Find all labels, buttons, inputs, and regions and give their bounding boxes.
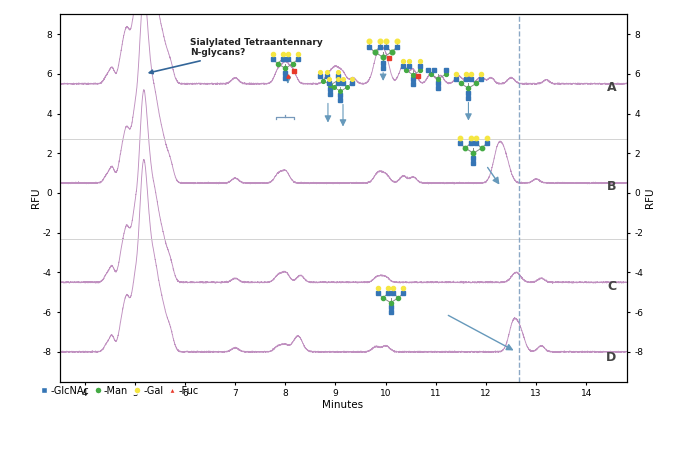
Text: D: D bbox=[606, 351, 617, 364]
Text: A: A bbox=[607, 81, 617, 94]
Text: B: B bbox=[607, 181, 617, 193]
Legend: -GlcNAc, -Man, -Gal, -Fuc: -GlcNAc, -Man, -Gal, -Fuc bbox=[40, 386, 199, 396]
Y-axis label: RFU: RFU bbox=[645, 188, 654, 208]
X-axis label: Minutes: Minutes bbox=[323, 400, 363, 410]
Y-axis label: RFU: RFU bbox=[32, 188, 41, 208]
Text: Figure 1. Overlay of electrophoretic profiles of APTS-M -labeled N-glycans: (A) : Figure 1. Overlay of electrophoretic pro… bbox=[92, 418, 608, 456]
Text: Sialylated Tetraantennary
N-glycans?: Sialylated Tetraantennary N-glycans? bbox=[149, 38, 323, 73]
Text: C: C bbox=[608, 280, 617, 293]
